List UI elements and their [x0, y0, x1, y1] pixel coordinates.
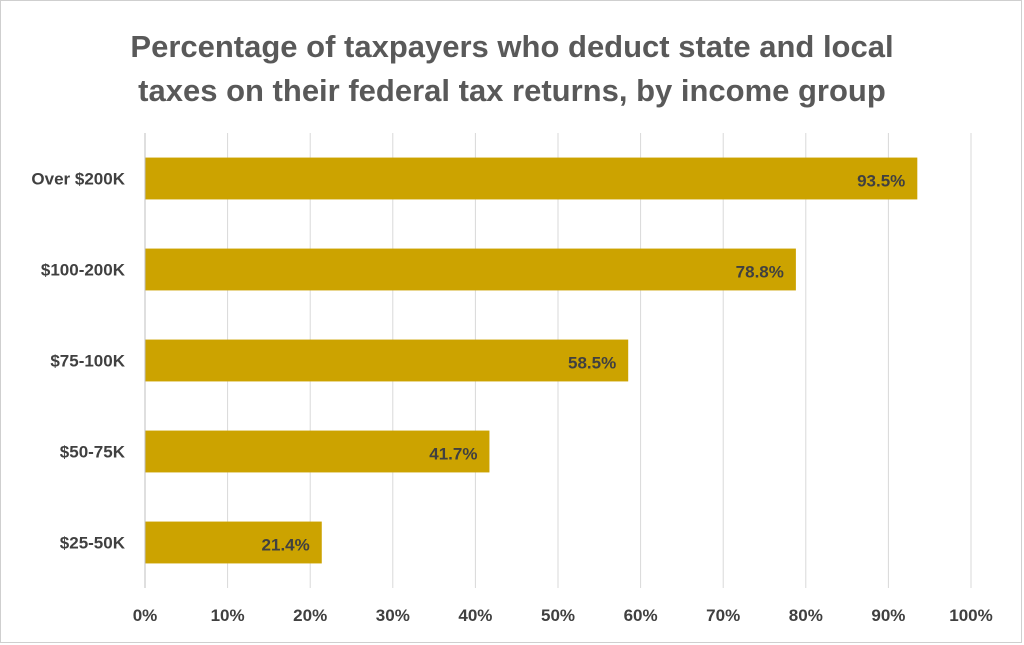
category-label: $75-100K [50, 352, 125, 371]
category-label: Over $200K [31, 170, 125, 189]
category-label: $50-75K [60, 443, 126, 462]
data-label: 58.5% [568, 354, 616, 373]
x-tick-label: 40% [458, 606, 492, 625]
x-tick-label: 50% [541, 606, 575, 625]
labels: 0% 10% 20% 30% 40% 50% 60% 70% 80% 90% 100% Over $2… [31, 170, 992, 626]
x-tick-label: 70% [706, 606, 740, 625]
x-tick-label: 60% [624, 606, 658, 625]
chart-title-line-2: taxes on their federal tax returns, by i… [138, 73, 886, 108]
bar [145, 157, 918, 200]
bar [145, 430, 490, 473]
chart-title: Percentage of taxpayers who deduct state… [1, 25, 1023, 113]
x-tick-label: 100% [949, 606, 992, 625]
x-tick-label: 0% [133, 606, 158, 625]
x-tick-label: 80% [789, 606, 823, 625]
bars [145, 157, 918, 564]
data-label: 78.8% [736, 263, 784, 282]
chart-title-line-1: Percentage of taxpayers who deduct state… [130, 29, 894, 64]
category-label: $25-50K [60, 534, 126, 553]
bar [145, 248, 796, 291]
bar [145, 339, 629, 382]
x-tick-label: 90% [871, 606, 905, 625]
data-label: 41.7% [429, 445, 477, 464]
x-tick-label: 30% [376, 606, 410, 625]
x-tick-label: 20% [293, 606, 327, 625]
bar [145, 521, 322, 564]
category-label: $100-200K [41, 261, 126, 280]
data-label: 93.5% [857, 172, 905, 191]
data-label: 21.4% [262, 536, 310, 555]
x-tick-label: 10% [211, 606, 245, 625]
